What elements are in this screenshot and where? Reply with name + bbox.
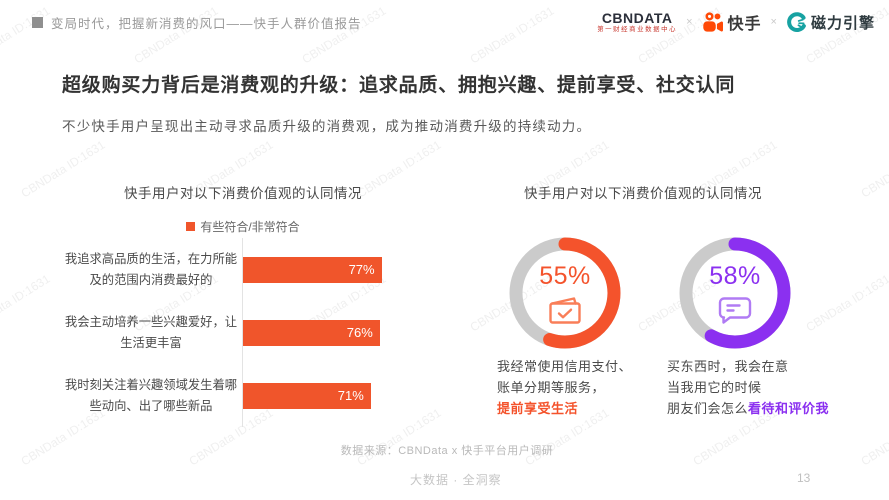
bar-category-label: 我追求高品质的生活，在力所能及的范围内消费最好的 [64,251,238,287]
donut-description: 我经常使用信用支付、 账单分期等服务， 提前享受生活 [497,356,632,419]
cili-engine-logo: 磁力引擎 [786,11,875,33]
bar-row: 我会主动培养一些兴趣爱好，让生活更丰富 76% [60,301,442,364]
donut-description: 买东西时，我会在意 当我用它的时候 朋友们会怎么看待和评价我 [667,356,829,419]
chat-bubble-icon [718,297,752,324]
bar-row: 我追求高品质的生活，在力所能及的范围内消费最好的 77% [60,238,442,301]
page-title: 超级购买力背后是消费观的升级：追求品质、拥抱兴趣、提前享受、社交认同 [62,75,736,96]
logo-bar: CBNDATA 第一财经商业数据中心 × 快手 × 磁力引擎 [597,10,875,34]
slide-header: 变局时代，把握新消费的风口——快手人群价值报告 [32,13,362,32]
bar-plot-area: 77% [242,238,442,301]
kuaishou-icon [702,12,723,32]
bill-check-icon [549,297,581,324]
cili-engine-icon [787,11,806,32]
page-number: 13 [797,471,811,485]
bar-plot-area: 71% [242,364,442,427]
bar-chart-legend: 有些符合/非常符合 [60,218,426,235]
donut-percent-label: 58% [709,262,761,290]
watermark-text: CBNData ID:1631 [803,271,889,335]
donut-ring [679,237,791,349]
desc-line: 账单分期等服务， [497,380,606,395]
desc-line: 我经常使用信用支付、 [497,359,633,374]
donut-gauge-credit: 55% [503,231,627,355]
bar-value: 77% [243,256,382,283]
bar-chart-title: 快手用户对以下消费价值观的认同情况 [124,186,362,201]
bar-row: 我时刻关注着兴趣领域发生着哪些动向、出了哪些新品 71% [60,364,442,427]
cili-engine-logo-text: 磁力引擎 [810,14,875,32]
kuaishou-logo-text: 快手 [727,16,762,33]
donut-chart-title: 快手用户对以下消费价值观的认同情况 [524,186,762,201]
legend-swatch-icon [186,222,196,231]
cbndata-logo: CBNDATA 第一财经商业数据中心 [597,11,677,33]
desc-highlight: 提前享受生活 [497,401,579,416]
cbndata-logo-subtitle: 第一财经商业数据中心 [597,25,678,33]
cbndata-logo-text: CBNDATA [601,9,673,26]
bar-chart: 我追求高品质的生活，在力所能及的范围内消费最好的 77% 我会主动培养一些兴趣爱… [60,238,442,427]
bar-plot-area: 76% [242,301,442,364]
watermark-text: CBNData ID:1631 [0,271,53,335]
page-subtitle: 不少快手用户呈现出主动寻求品质升级的消费观，成为推动消费升级的持续动力。 [62,119,592,134]
logo-separator: × [686,16,693,28]
bar-category-label: 我时刻关注着兴趣领域发生着哪些动向、出了哪些新品 [64,377,238,413]
legend-label: 有些符合/非常符合 [200,220,300,234]
data-source-note: 数据来源：CBNData x 快手平台用户调研 [340,445,554,457]
desc-line: 买东西时，我会在意 [667,359,789,374]
bar-value: 71% [243,382,371,409]
desc-line: 朋友们会怎么 [667,401,749,416]
kuaishou-logo: 快手 [702,10,762,34]
desc-highlight: 看待和评价我 [748,401,830,416]
bar-value: 76% [243,319,380,346]
donut-percent-label: 55% [539,262,591,290]
watermark-text: CBNData ID:1631 [858,406,889,469]
desc-line: 当我用它的时候 [667,380,762,395]
report-header-title: 变局时代，把握新消费的风口——快手人群价值报告 [51,17,362,31]
watermark-text: CBNData ID:1631 [858,138,889,201]
watermark-text: CBNData ID:1631 [467,3,557,67]
bar-category-label: 我会主动培养一些兴趣爱好，让生活更丰富 [64,314,238,350]
logo-separator: × [770,16,777,28]
donut-ring [509,237,621,349]
footer-tagline: 大数据 · 全洞察 [410,473,502,487]
header-square-icon [32,17,43,28]
donut-gauge-social: 58% [673,231,797,355]
bar-chart-header: 快手用户对以下消费价值观的认同情况 有些符合/非常符合 [60,182,426,235]
